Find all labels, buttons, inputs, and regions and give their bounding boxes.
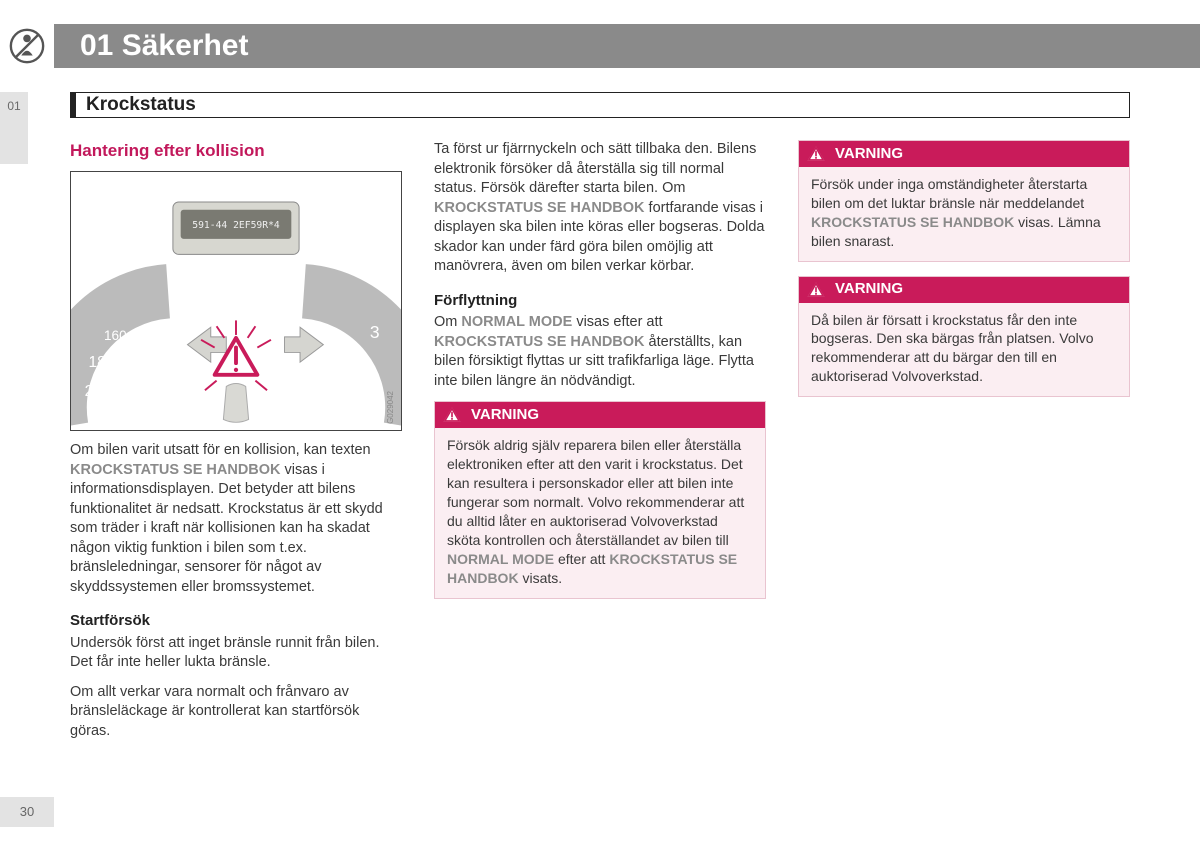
illustration-code: G029042 xyxy=(386,391,397,424)
side-tab: 01 xyxy=(0,92,28,164)
col1-paragraph-1: Om bilen varit utsatt för en kollision, … xyxy=(70,441,402,598)
warning-box-1: VARNING Försök aldrig själv reparera bil… xyxy=(434,401,766,598)
chapter-title: 01 Säkerhet xyxy=(80,26,248,67)
warning-triangle-icon xyxy=(441,404,463,426)
column-2: Ta först ur fjärrnyckeln och sätt tillba… xyxy=(434,140,766,752)
warning-box-3: VARNING Då bilen är försatt i krockstatu… xyxy=(798,276,1130,398)
svg-text:3: 3 xyxy=(370,322,380,342)
warning-body: Då bilen är försatt i krockstatus får de… xyxy=(799,303,1129,397)
subheading-startforsok: Startförsök xyxy=(70,611,402,631)
svg-text:160: 160 xyxy=(104,328,127,343)
warning-header: VARNING xyxy=(799,277,1129,303)
chapter-header-bar: 01 Säkerhet xyxy=(0,24,1200,68)
warning-triangle-icon xyxy=(805,279,827,301)
heading-hantering: Hantering efter kollision xyxy=(70,140,402,163)
warning-title: VARNING xyxy=(835,144,903,164)
section-title: Krockstatus xyxy=(70,92,1130,118)
warning-triangle-icon xyxy=(805,143,827,165)
column-1: Hantering efter kollision 591-44 2EF59R*… xyxy=(70,140,402,752)
dashboard-illustration: 591-44 2EF59R*4 220 200 180 160 3 xyxy=(70,171,402,431)
page-number: 30 xyxy=(0,797,54,827)
col1-paragraph-3: Om allt verkar vara normalt och frånvaro… xyxy=(70,683,402,742)
content-columns: Hantering efter kollision 591-44 2EF59R*… xyxy=(70,140,1130,752)
warning-title: VARNING xyxy=(471,405,539,425)
seatbelt-prohibited-icon xyxy=(0,24,56,68)
svg-text:180: 180 xyxy=(88,354,114,371)
warning-title: VARNING xyxy=(835,279,903,299)
col2-paragraph-1: Ta först ur fjärrnyckeln och sätt tillba… xyxy=(434,140,766,277)
col1-paragraph-2: Undersök först att inget bränsle runnit … xyxy=(70,634,402,673)
subheading-forflyttning: Förflyttning xyxy=(434,291,766,311)
warning-body: Försök aldrig själv reparera bilen eller… xyxy=(435,428,765,597)
svg-text:591-44 2EF59R*4: 591-44 2EF59R*4 xyxy=(192,220,280,231)
svg-text:220: 220 xyxy=(90,409,116,426)
column-3: VARNING Försök under inga omständigheter… xyxy=(798,140,1130,752)
warning-header: VARNING xyxy=(799,141,1129,167)
svg-text:200: 200 xyxy=(85,383,111,400)
warning-body: Försök under inga omständigheter återsta… xyxy=(799,167,1129,261)
warning-header: VARNING xyxy=(435,402,765,428)
warning-box-2: VARNING Försök under inga omständigheter… xyxy=(798,140,1130,262)
col2-paragraph-2: Om NORMAL MODE visas efter att KROCKSTAT… xyxy=(434,313,766,391)
